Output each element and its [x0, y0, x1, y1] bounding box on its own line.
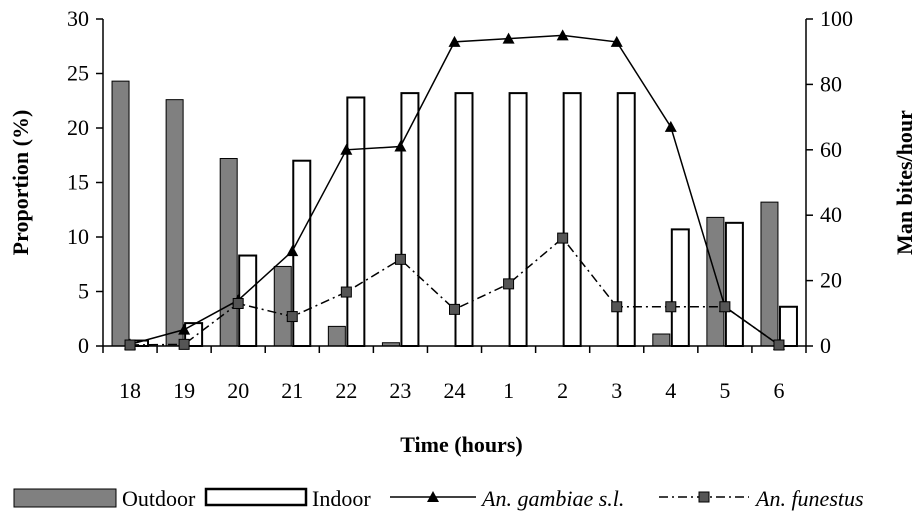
marker-gambiae: [556, 29, 569, 41]
marker-gambiae: [178, 323, 191, 335]
x-tick-label: 5: [719, 378, 730, 403]
legend-swatch-outdoor: [13, 488, 117, 508]
x-tick-label: 21: [281, 378, 303, 403]
marker-funestus: [449, 303, 460, 315]
marker-funestus: [340, 286, 352, 298]
marker-funestus: [232, 297, 244, 309]
x-axis-title: Time (hours): [400, 432, 522, 457]
bar-outdoor: [327, 325, 346, 347]
x-tick-label: 23: [389, 378, 411, 403]
x-tick-label: 22: [335, 378, 357, 403]
bar-outdoor: [219, 158, 238, 347]
y-axis-title-left: Proportion (%): [8, 110, 33, 256]
marker-gambiae: [286, 245, 299, 257]
y-tick-label-left: 25: [67, 61, 89, 86]
legend-marker-funestus: [698, 491, 710, 503]
marker-funestus: [557, 232, 569, 244]
x-tick-label: 18: [119, 378, 141, 403]
marker-gambiae: [610, 35, 623, 47]
marker-funestus: [665, 301, 677, 313]
legend-label-indoor: Indoor: [312, 486, 371, 511]
x-tick-label: 2: [557, 378, 568, 403]
y-tick-label-right: 0: [820, 333, 831, 358]
legend-marker-gambiae: [427, 491, 439, 502]
bar-outdoor: [706, 216, 725, 347]
x-tick-label: 6: [773, 378, 784, 403]
bar-outdoor: [760, 201, 779, 347]
y-tick-label-right: 80: [820, 71, 842, 96]
x-tick-label: 1: [503, 378, 514, 403]
marker-gambiae: [502, 32, 515, 44]
y-tick-label-right: 60: [820, 137, 842, 162]
legend-swatch-indoor: [204, 487, 308, 507]
x-tick-label: 19: [173, 378, 195, 403]
legend-label-gambiae: An. gambiae s.l.: [480, 486, 624, 511]
y-tick-label-right: 20: [820, 268, 842, 293]
marker-funestus: [773, 339, 785, 351]
bar-outdoor: [165, 99, 184, 347]
y-tick-label-right: 100: [820, 6, 853, 31]
y-tick-label-right: 40: [820, 202, 842, 227]
marker-funestus: [124, 339, 136, 351]
marker-funestus: [178, 338, 190, 350]
legend-label-funestus: An. funestus: [754, 486, 864, 511]
marker-gambiae: [340, 143, 353, 155]
bar-indoor: [400, 92, 420, 348]
bar-indoor: [724, 221, 744, 347]
marker-gambiae: [448, 35, 461, 47]
x-tick-label: 24: [444, 378, 466, 403]
bar-outdoor: [652, 333, 671, 347]
y-tick-label-left: 5: [78, 279, 89, 304]
marker-gambiae: [394, 140, 407, 152]
y-tick-label-left: 20: [67, 115, 89, 140]
y-tick-label-left: 15: [67, 170, 89, 195]
y-axis-title-right: Man bites/hour: [892, 110, 917, 255]
marker-funestus: [286, 311, 298, 323]
bar-indoor: [508, 92, 528, 348]
y-tick-label-left: 0: [78, 333, 89, 358]
y-tick-label-left: 30: [67, 6, 89, 31]
marker-funestus: [503, 278, 515, 290]
bar-outdoor: [273, 265, 292, 347]
marker-gambiae: [664, 120, 677, 132]
bar-outdoor: [111, 80, 130, 347]
y-tick-label-left: 10: [67, 224, 89, 249]
x-tick-label: 20: [227, 378, 249, 403]
marker-funestus: [394, 253, 406, 265]
legend-label-outdoor: Outdoor: [122, 486, 196, 511]
x-tick-label: 3: [611, 378, 622, 403]
marker-funestus: [719, 301, 731, 313]
marker-funestus: [611, 301, 623, 313]
x-tick-label: 4: [665, 378, 676, 403]
bar-indoor: [346, 96, 366, 348]
bar-indoor: [670, 228, 690, 347]
bar-indoor: [562, 92, 582, 348]
